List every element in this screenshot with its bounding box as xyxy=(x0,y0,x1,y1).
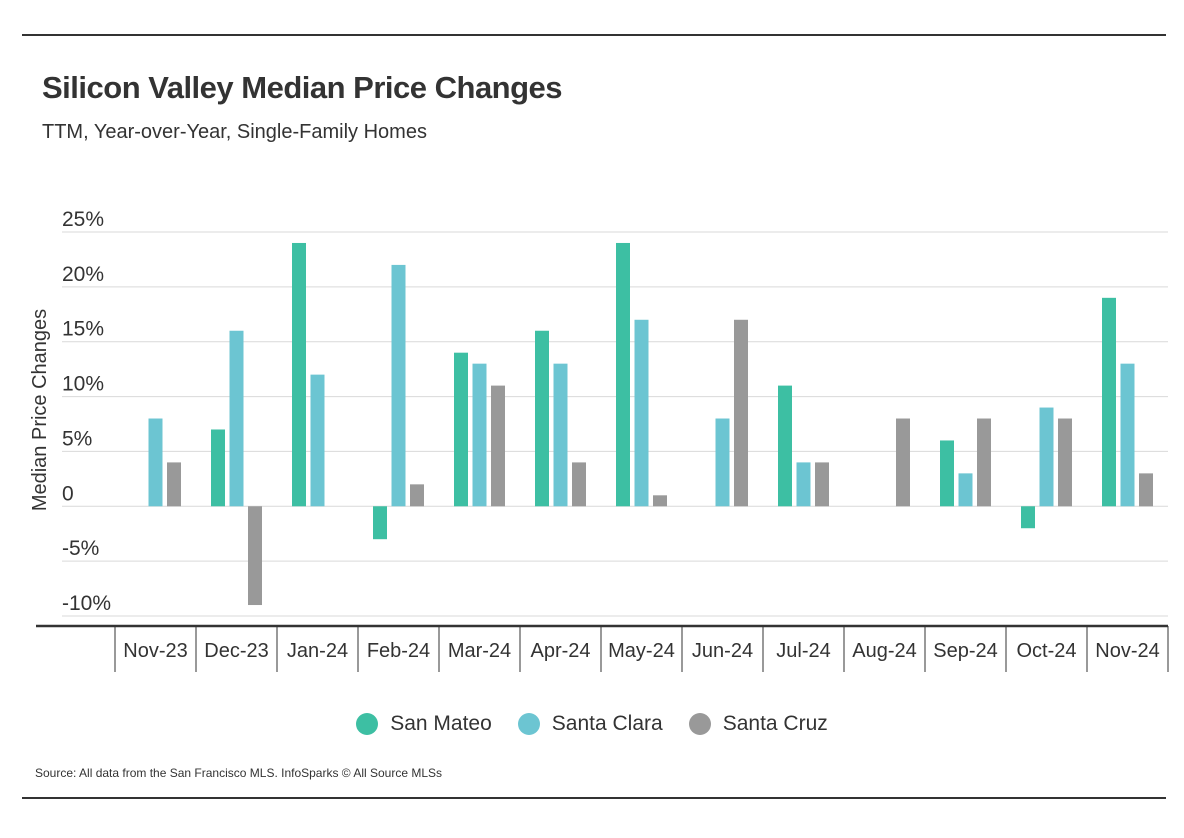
bar xyxy=(167,462,181,507)
bar xyxy=(310,374,325,507)
bar xyxy=(491,385,505,507)
bar xyxy=(734,319,748,507)
bar xyxy=(410,484,424,507)
bar xyxy=(634,319,649,507)
x-tick-label: Aug-24 xyxy=(852,640,917,662)
chart-title: Silicon Valley Median Price Changes xyxy=(42,70,563,105)
x-tick-label: Dec-23 xyxy=(204,640,268,662)
bar xyxy=(553,363,568,507)
x-tick-label: Jun-24 xyxy=(692,640,753,662)
bar xyxy=(958,473,973,507)
y-axis-label: Median Price Changes xyxy=(29,309,51,511)
x-tick-label: Jan-24 xyxy=(287,640,348,662)
bar xyxy=(616,242,630,507)
legend-label: Santa Clara xyxy=(551,712,663,735)
bar xyxy=(940,440,954,507)
y-tick-label: 20% xyxy=(62,263,104,286)
bar xyxy=(248,506,262,606)
y-tick-label: 5% xyxy=(62,427,92,450)
y-tick-label: 15% xyxy=(62,318,104,341)
legend-swatch xyxy=(356,713,379,735)
legend-item: San Mateo xyxy=(356,712,492,736)
x-tick-label: Nov-23 xyxy=(123,640,187,662)
x-tick-label: Jul-24 xyxy=(776,640,830,662)
bar xyxy=(1120,363,1135,507)
bar xyxy=(391,264,406,507)
y-tick-label: -10% xyxy=(62,592,111,615)
bar xyxy=(1058,418,1072,507)
legend-label: Santa Cruz xyxy=(722,712,828,735)
bar xyxy=(653,495,667,507)
bar xyxy=(148,418,163,507)
bar xyxy=(796,462,811,507)
chart-subtitle: TTM, Year-over-Year, Single-Family Homes xyxy=(42,121,427,143)
x-tick-label: Sep-24 xyxy=(933,640,998,662)
y-tick-label: 25% xyxy=(62,208,104,231)
bar xyxy=(715,418,730,507)
top-rule xyxy=(22,34,1166,36)
bottom-rule xyxy=(22,797,1166,799)
bar xyxy=(1039,407,1054,507)
bar xyxy=(977,418,991,507)
legend-item: Santa Cruz xyxy=(688,712,828,736)
x-tick-label: Apr-24 xyxy=(530,640,590,662)
y-tick-label: 10% xyxy=(62,373,104,396)
source-note: Source: All data from the San Francisco … xyxy=(35,766,443,780)
x-tick-label: Nov-24 xyxy=(1095,640,1159,662)
bar xyxy=(292,242,306,507)
legend-swatch xyxy=(688,713,711,735)
bar xyxy=(572,462,586,507)
y-tick-label: -5% xyxy=(62,537,99,560)
bar xyxy=(1102,297,1116,507)
x-tick-label: Oct-24 xyxy=(1016,640,1076,662)
bar xyxy=(472,363,487,507)
bar xyxy=(373,506,387,540)
legend-label: San Mateo xyxy=(390,712,492,735)
x-tick-label: Feb-24 xyxy=(367,640,430,662)
x-tick-label: Mar-24 xyxy=(448,640,511,662)
chart-legend: San Mateo Santa Clara Santa Cruz xyxy=(0,712,1184,736)
bar xyxy=(211,429,225,507)
bar xyxy=(815,462,829,507)
bar xyxy=(229,330,244,507)
bar xyxy=(896,418,910,507)
bar xyxy=(1021,506,1035,529)
y-tick-label: 0 xyxy=(62,482,74,505)
bar xyxy=(1139,473,1153,507)
bar xyxy=(454,352,468,507)
x-tick-label: May-24 xyxy=(608,640,675,662)
legend-item: Santa Clara xyxy=(517,712,663,736)
bar xyxy=(535,330,549,507)
bar xyxy=(778,385,792,507)
legend-swatch xyxy=(517,713,540,735)
